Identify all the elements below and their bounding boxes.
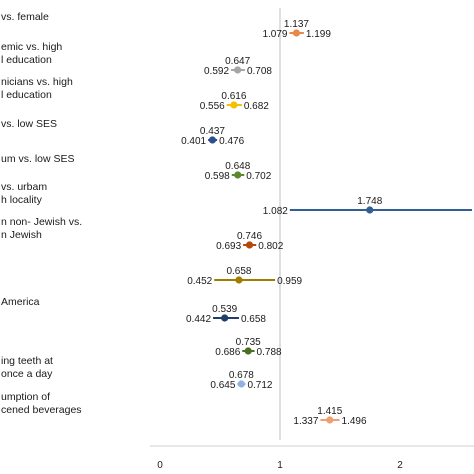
- upper-ci-label: 0.682: [244, 101, 269, 112]
- row-label: umption of: [1, 391, 50, 403]
- estimate-label: 1.748: [357, 196, 382, 207]
- x-tick-label: 1: [277, 460, 283, 471]
- lower-ci-label: 0.452: [187, 276, 212, 287]
- x-axis: 0 1 2: [150, 8, 474, 471]
- lower-ci-label: 0.556: [200, 101, 225, 112]
- row-label: emic vs. high: [1, 41, 62, 53]
- estimate-label: 0.647: [225, 56, 250, 67]
- lower-ci-label: 0.592: [204, 66, 229, 77]
- lower-ci-label: 0.645: [210, 380, 235, 391]
- estimate-label: 0.678: [229, 370, 254, 381]
- upper-ci-label: 0.476: [219, 136, 244, 147]
- point-estimate: [366, 206, 374, 214]
- lower-ci-label: 0.686: [215, 347, 240, 358]
- estimate-label: 0.437: [200, 126, 225, 137]
- estimate-label: 0.746: [237, 231, 262, 242]
- row-label: nicians vs. high: [1, 76, 73, 88]
- point-estimate: [234, 66, 242, 74]
- point-estimate: [208, 136, 217, 144]
- upper-ci-label: 0.702: [246, 171, 271, 182]
- row-label: um vs. low SES: [1, 153, 75, 165]
- upper-ci-label: 0.802: [258, 241, 283, 252]
- row-label: ing teeth at: [1, 355, 53, 367]
- point-estimate: [234, 171, 242, 179]
- estimate-label: 0.735: [236, 337, 261, 348]
- lower-ci-label: 0.598: [205, 171, 230, 182]
- point-estimate: [245, 241, 254, 249]
- row-label: cened beverages: [1, 404, 82, 416]
- row-label: vs. female: [1, 11, 49, 23]
- lower-ci-label: 1.082: [263, 206, 288, 217]
- point-estimate: [326, 416, 334, 424]
- row-label: l education: [1, 89, 52, 101]
- upper-ci-label: 0.708: [247, 66, 272, 77]
- estimate-label: 1.415: [317, 406, 342, 417]
- lower-ci-label: 0.693: [216, 241, 241, 252]
- point-estimate: [244, 347, 252, 355]
- row-label: n non- Jewish vs.: [1, 216, 82, 228]
- row-label: once a day: [1, 368, 53, 380]
- upper-ci-label: 0.959: [277, 276, 302, 287]
- estimate-label: 0.616: [221, 91, 246, 102]
- lower-ci-label: 1.079: [262, 29, 287, 40]
- point-estimate: [230, 101, 238, 109]
- x-tick-label: 2: [397, 460, 403, 471]
- row-label: vs. low SES: [1, 118, 57, 130]
- point-estimate: [292, 29, 301, 37]
- upper-ci-label: 1.496: [342, 416, 367, 427]
- row-label: America: [1, 296, 40, 308]
- row-label: n Jewish: [1, 229, 42, 241]
- row-label: vs. urbam: [1, 181, 47, 193]
- upper-ci-label: 0.712: [247, 380, 272, 391]
- estimate-label: 1.137: [284, 19, 309, 30]
- row-label: l education: [1, 54, 52, 66]
- x-tick-label: 0: [157, 460, 163, 471]
- lower-ci-label: 1.337: [293, 416, 318, 427]
- estimate-label: 0.539: [212, 304, 237, 315]
- point-estimate: [237, 380, 245, 388]
- lower-ci-label: 0.401: [181, 136, 206, 147]
- estimate-label: 0.648: [225, 161, 250, 172]
- point-estimate: [221, 314, 229, 322]
- upper-ci-label: 1.199: [306, 29, 331, 40]
- estimate-label: 0.658: [226, 266, 251, 277]
- row-label: h locality: [1, 194, 43, 206]
- lower-ci-label: 0.442: [186, 314, 211, 325]
- point-estimate: [235, 276, 243, 284]
- upper-ci-label: 0.788: [257, 347, 282, 358]
- upper-ci-label: 0.658: [241, 314, 266, 325]
